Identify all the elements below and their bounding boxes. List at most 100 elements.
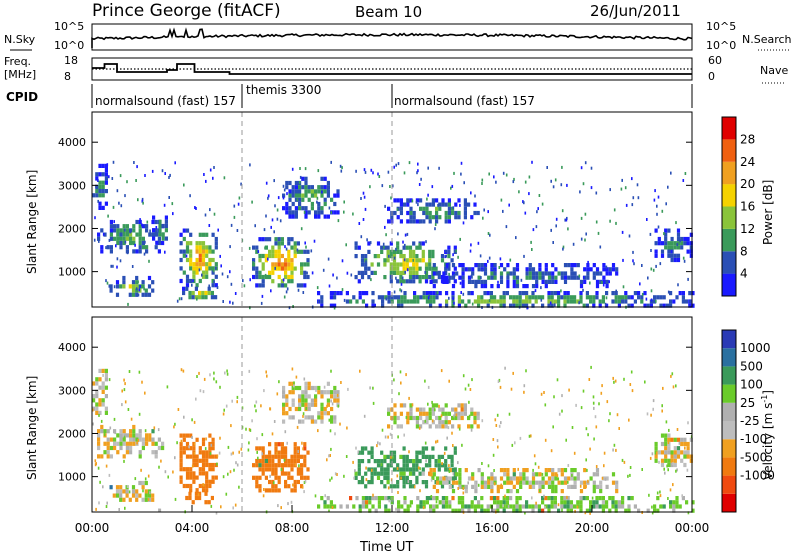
velocity-cell: [95, 402, 99, 407]
velocity-cell: [396, 484, 400, 489]
velocity-cell: [387, 411, 391, 416]
power-cell: [103, 232, 107, 237]
power-cell: [554, 303, 556, 307]
velocity-cell: [498, 378, 501, 382]
power-cell: [320, 210, 324, 215]
velocity-cell: [380, 463, 383, 467]
power-cell: [441, 202, 445, 207]
velocity-cell: [158, 465, 160, 469]
velocity-cell: [425, 415, 429, 421]
power-cell: [300, 266, 304, 271]
power-cell: [152, 236, 156, 241]
velocity-cell: [302, 414, 304, 418]
power-cell: [323, 214, 327, 219]
power-cell: [528, 175, 531, 179]
velocity-cell: [540, 392, 543, 396]
power-cell: [444, 266, 448, 271]
power-cell: [370, 278, 372, 282]
velocity-cell: [535, 480, 539, 485]
power-cell: [135, 249, 139, 254]
power-cell: [406, 268, 409, 272]
power-cell: [169, 173, 171, 177]
velocity-cell: [336, 393, 339, 397]
velocity-cell: [431, 400, 433, 404]
velocity-cell: [451, 508, 455, 513]
power-cell: [288, 189, 292, 194]
power-cell: [134, 243, 136, 247]
velocity-cell: [447, 420, 451, 425]
power-cell: [383, 245, 387, 250]
power-cell: [317, 169, 320, 173]
power-cell: [654, 228, 658, 233]
power-cell: [515, 295, 519, 300]
power-cell: [261, 253, 265, 259]
velocity-cell: [461, 496, 465, 501]
power-cell: [213, 212, 216, 216]
velocity-cell: [528, 434, 531, 438]
velocity-cell: [673, 437, 677, 442]
velocity-cell: [670, 437, 674, 442]
velocity-cell: [473, 508, 477, 513]
velocity-cell: [208, 454, 212, 459]
velocity-cell: [291, 415, 295, 420]
power-cell: [214, 245, 218, 250]
velocity-cell: [370, 475, 374, 480]
xtick-label: 12:00: [375, 521, 410, 535]
velocity-cell: [496, 439, 499, 443]
power-cell: [301, 193, 305, 198]
velocity-cell: [425, 411, 429, 416]
velocity-cell: [198, 495, 202, 501]
power-cell: [285, 290, 288, 294]
power-cell: [112, 160, 115, 164]
freq-right-tick-bottom: 0: [708, 70, 715, 83]
power-cell: [212, 176, 214, 180]
power-cell: [125, 228, 129, 233]
power-cell: [361, 299, 365, 304]
velocity-cell: [114, 431, 116, 435]
velocity-cell: [320, 496, 324, 501]
velocity-cell: [402, 480, 406, 485]
power-cell: [408, 275, 413, 280]
velocity-cell: [419, 500, 423, 505]
velocity-cell: [300, 475, 304, 480]
velocity-cell: [460, 411, 464, 416]
power-cell: [453, 249, 457, 254]
power-cell: [473, 210, 477, 216]
power-cell: [201, 290, 205, 296]
power-cell: [284, 274, 288, 280]
power-cell: [366, 238, 368, 242]
power-cell: [128, 292, 132, 297]
velocity-cell: [183, 415, 185, 419]
velocity-cell: [576, 500, 580, 505]
power-cell: [403, 299, 407, 304]
velocity-cell: [531, 508, 535, 513]
power-cell: [397, 299, 401, 304]
power-cell: [460, 161, 463, 165]
power-cell: [589, 267, 593, 272]
power-cell: [326, 189, 330, 194]
velocity-cell: [623, 377, 625, 381]
power-cell: [453, 274, 456, 277]
power-cell: [109, 228, 113, 233]
velocity-cell: [377, 504, 381, 509]
velocity-cell: [470, 500, 474, 505]
velocity-cell: [467, 415, 471, 421]
velocity-cell: [151, 497, 155, 502]
power-cell: [299, 175, 302, 179]
velocity-cell: [428, 407, 432, 412]
power-cell: [255, 270, 259, 275]
velocity-cell: [415, 454, 419, 459]
power-cell: [98, 201, 102, 206]
velocity-cell: [122, 433, 125, 437]
velocity-cell: [563, 468, 568, 473]
power-cell: [396, 270, 400, 275]
power-cell: [531, 248, 533, 251]
velocity-cell: [398, 392, 400, 396]
power-cell: [541, 271, 545, 276]
velocity-cell: [307, 385, 311, 391]
velocity-cell: [386, 480, 390, 485]
velocity-cell: [471, 472, 475, 477]
power-cell: [565, 218, 568, 222]
power-cell: [339, 164, 342, 168]
velocity-cell: [553, 496, 557, 501]
